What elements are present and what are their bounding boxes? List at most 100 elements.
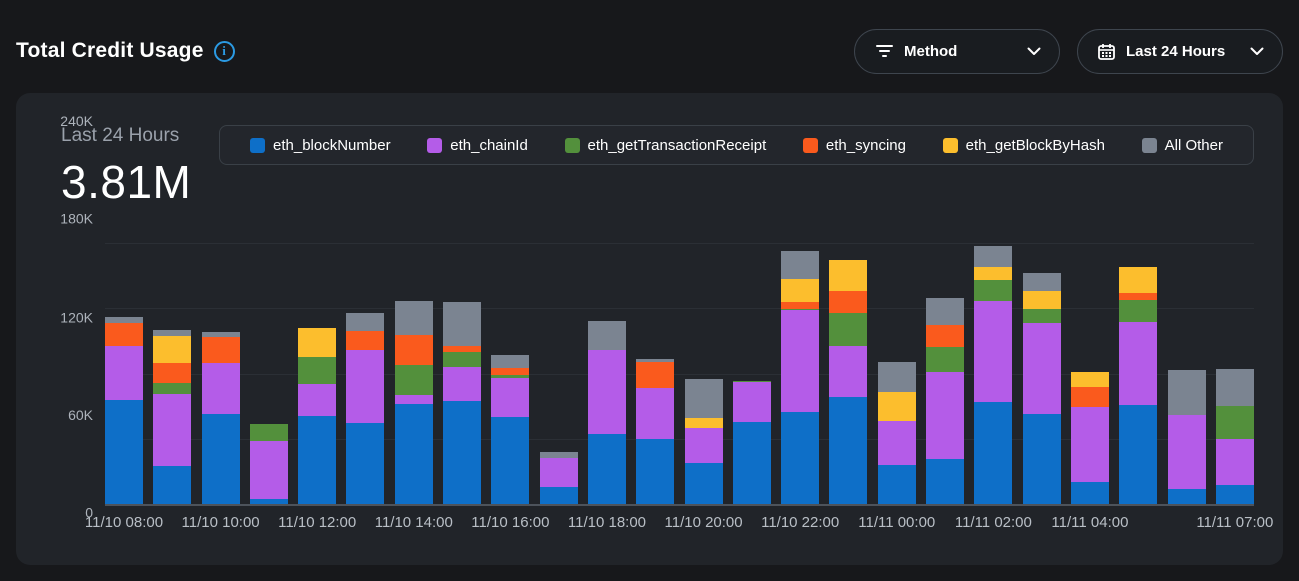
bar-segment [394, 335, 433, 365]
bar-segment [926, 347, 965, 373]
x-axis-tick-label: 11/10 20:00 [664, 514, 743, 531]
bar-segment [636, 387, 675, 439]
legend-item[interactable]: eth_chainId [427, 137, 528, 154]
x-axis-tick-label: 11/11 00:00 [858, 514, 936, 531]
bar-segment [394, 300, 433, 336]
stacked-bar [539, 451, 578, 505]
bar-segment [105, 316, 143, 324]
filter-controls: Method Last 24 Hours [854, 28, 1283, 74]
bar-segment [829, 312, 868, 347]
bar-segment [732, 381, 771, 383]
bar-segment [1022, 290, 1061, 310]
x-axis-tick-label: 11/10 14:00 [374, 514, 453, 531]
bar-segment [1215, 485, 1254, 505]
bar-segment [684, 378, 723, 419]
legend-item[interactable]: All Other [1141, 136, 1223, 154]
y-axis-tick-label: 0 [85, 504, 93, 521]
gridline [105, 373, 1254, 375]
bar-segment [539, 486, 578, 505]
bar-segment [298, 415, 337, 505]
x-axis-tick-label: 11/10 18:00 [567, 514, 647, 531]
bar-segment [1070, 386, 1109, 408]
bar-segment [443, 301, 482, 347]
legend-swatch [802, 137, 818, 153]
date-range-dropdown[interactable]: Last 24 Hours [1077, 28, 1283, 74]
bar-segment [153, 362, 192, 384]
chevron-down-icon [1250, 47, 1264, 56]
x-axis-slot: 11/10 22:00 [761, 514, 839, 534]
stacked-bar [249, 423, 288, 505]
bar-segment [249, 423, 288, 441]
stacked-bar [298, 327, 337, 505]
x-axis-slot: 11/11 00:00 [858, 514, 935, 534]
bar-segment [298, 327, 337, 358]
x-axis-slot: 11/10 20:00 [664, 514, 742, 534]
bar-segment [1215, 369, 1254, 407]
bar-segment [926, 298, 965, 325]
bar-segment [974, 266, 1013, 280]
y-axis-tick-label: 240K [60, 113, 93, 129]
bar-segment [829, 346, 868, 398]
bar-segment [781, 278, 820, 302]
bar-segment [781, 301, 820, 310]
stacked-bar [105, 316, 143, 505]
legend-label: eth_chainId [450, 136, 528, 154]
bar-segment [684, 418, 723, 428]
bar-segment [781, 250, 820, 279]
legend-label: All Other [1164, 136, 1223, 154]
bar-segment [394, 364, 433, 396]
bar-segment [491, 416, 530, 505]
bar-segment [636, 361, 675, 388]
x-axis-tick-label: 11/10 10:00 [181, 514, 260, 531]
x-axis-slot [1119, 514, 1157, 534]
stacked-bar [1119, 267, 1158, 505]
bar-segment [491, 374, 530, 378]
legend-item[interactable]: eth_blockNumber [250, 137, 391, 154]
x-axis-slot: 11/10 12:00 [278, 514, 356, 534]
bar-segment [394, 403, 433, 505]
bar-segment [974, 401, 1013, 505]
bar-segment [153, 394, 192, 466]
legend-item[interactable]: eth_syncing [802, 137, 906, 154]
bar-segment [1119, 293, 1158, 300]
legend-item[interactable]: eth_getBlockByHash [942, 137, 1105, 154]
bar-segment [1119, 267, 1158, 294]
filter-icon [875, 45, 893, 57]
legend-item[interactable]: eth_getTransactionReceipt [564, 137, 766, 154]
bar-segment [1022, 309, 1061, 324]
x-axis-tick-label: 11/11 04:00 [1051, 514, 1129, 531]
bar-segment [443, 351, 482, 367]
bar-segment [926, 324, 965, 348]
x-axis-slot: 11/11 02:00 [955, 514, 1032, 534]
stacked-bar [636, 359, 675, 505]
bar-segment [201, 413, 240, 505]
bar-segment [877, 421, 916, 465]
info-icon[interactable]: i [213, 40, 235, 62]
x-axis-slot: 11/10 10:00 [182, 514, 260, 534]
bar-segment [1070, 482, 1109, 505]
stacked-bar [1070, 372, 1109, 505]
legend-label: eth_blockNumber [273, 136, 391, 154]
legend-swatch [564, 137, 580, 153]
x-axis-slot: 11/10 14:00 [375, 514, 453, 534]
bar-segment [201, 362, 240, 414]
bar-segment [105, 346, 143, 400]
bar-segment [394, 395, 433, 404]
legend-swatch [250, 137, 265, 153]
stacked-bar [974, 246, 1013, 505]
method-filter-dropdown[interactable]: Method [854, 28, 1060, 74]
x-axis-tick-label: 11/10 08:00 [84, 514, 164, 531]
stacked-bar [153, 329, 192, 505]
bar-segment [684, 427, 723, 463]
chevron-down-icon [1027, 47, 1041, 56]
x-axis-slot: 11/11 07:00 [1196, 514, 1273, 534]
topbar: Total Credit Usage i Method Last 24 [0, 0, 1299, 74]
bar-segment [587, 321, 626, 350]
stacked-bar [394, 300, 433, 505]
stacked-bar [443, 301, 482, 505]
bar-segment [346, 349, 385, 424]
bar-segment [926, 372, 965, 460]
bar-segment [732, 382, 771, 423]
bar-segment [1215, 406, 1254, 439]
bar-segment [926, 459, 965, 505]
